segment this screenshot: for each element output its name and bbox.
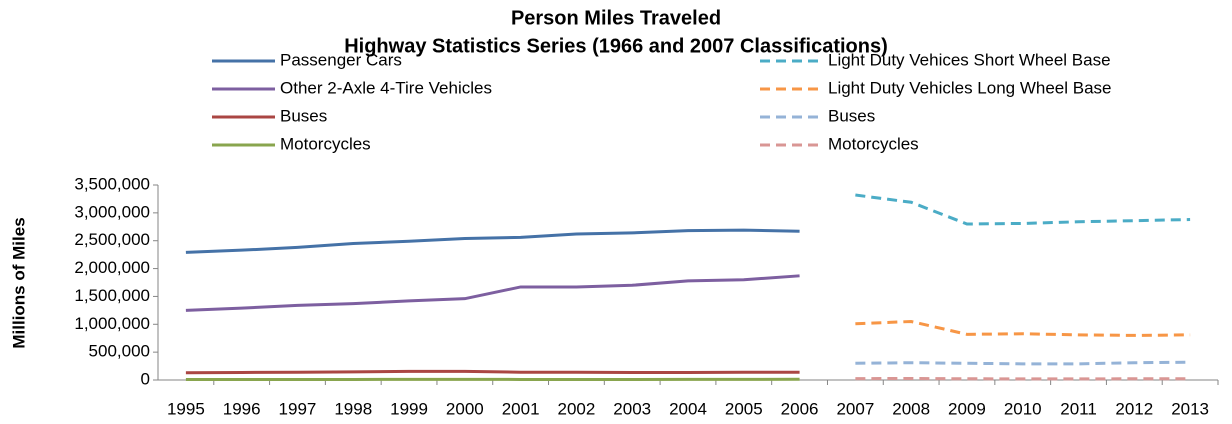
series-line bbox=[185, 274, 800, 312]
y-axis-title: Millions of Miles bbox=[9, 217, 28, 348]
x-tick-label: 2008 bbox=[892, 399, 930, 418]
x-tick-label: 1996 bbox=[223, 399, 261, 418]
x-tick-label: 2006 bbox=[781, 399, 819, 418]
x-tick-label: 2013 bbox=[1171, 399, 1209, 418]
y-tick-label: 0 bbox=[141, 369, 150, 388]
series-line bbox=[855, 360, 1191, 366]
x-tick-label: 2010 bbox=[1004, 399, 1042, 418]
legend-label: Motorcycles bbox=[280, 134, 371, 153]
y-tick-label: 1,500,000 bbox=[74, 286, 150, 305]
x-tick-label: 2007 bbox=[836, 399, 874, 418]
y-tick-label: 3,000,000 bbox=[74, 202, 150, 221]
y-tick-label: 3,500,000 bbox=[74, 174, 150, 193]
x-tick-label: 2003 bbox=[613, 399, 651, 418]
x-tick-label: 2012 bbox=[1115, 399, 1153, 418]
x-tick-label: 2001 bbox=[502, 399, 540, 418]
x-tick-label: 2004 bbox=[669, 399, 707, 418]
y-tick-label: 1,000,000 bbox=[74, 314, 150, 333]
y-tick-label: 2,000,000 bbox=[74, 258, 150, 277]
series-line bbox=[185, 369, 800, 375]
series-line bbox=[855, 193, 1191, 226]
x-tick-label: 2005 bbox=[725, 399, 763, 418]
x-tick-label: 1998 bbox=[334, 399, 372, 418]
x-tick-label: 1995 bbox=[167, 399, 205, 418]
legend-label: Buses bbox=[280, 106, 327, 125]
legend-label: Buses bbox=[828, 106, 875, 125]
series-line bbox=[855, 319, 1191, 337]
y-tick-label: 2,500,000 bbox=[74, 230, 150, 249]
x-tick-label: 2009 bbox=[948, 399, 986, 418]
x-tick-label: 2002 bbox=[558, 399, 596, 418]
legend-label: Motorcycles bbox=[828, 134, 919, 153]
legend-label: Light Duty Vehicles Long Wheel Base bbox=[828, 78, 1112, 97]
series-line bbox=[185, 228, 800, 254]
x-tick-label: 2000 bbox=[446, 399, 484, 418]
x-tick-label: 1997 bbox=[279, 399, 317, 418]
legend-label: Passenger Cars bbox=[280, 50, 402, 69]
legend-label: Other 2-Axle 4-Tire Vehicles bbox=[280, 78, 492, 97]
legend-label: Light Duty Vehices Short Wheel Base bbox=[828, 50, 1111, 69]
y-tick-label: 500,000 bbox=[89, 342, 150, 361]
x-tick-label: 1999 bbox=[390, 399, 428, 418]
x-tick-label: 2011 bbox=[1060, 399, 1097, 418]
chart-title: Person Miles Traveled bbox=[511, 7, 721, 29]
chart-subtitle: Highway Statistics Series (1966 and 2007… bbox=[344, 35, 888, 57]
